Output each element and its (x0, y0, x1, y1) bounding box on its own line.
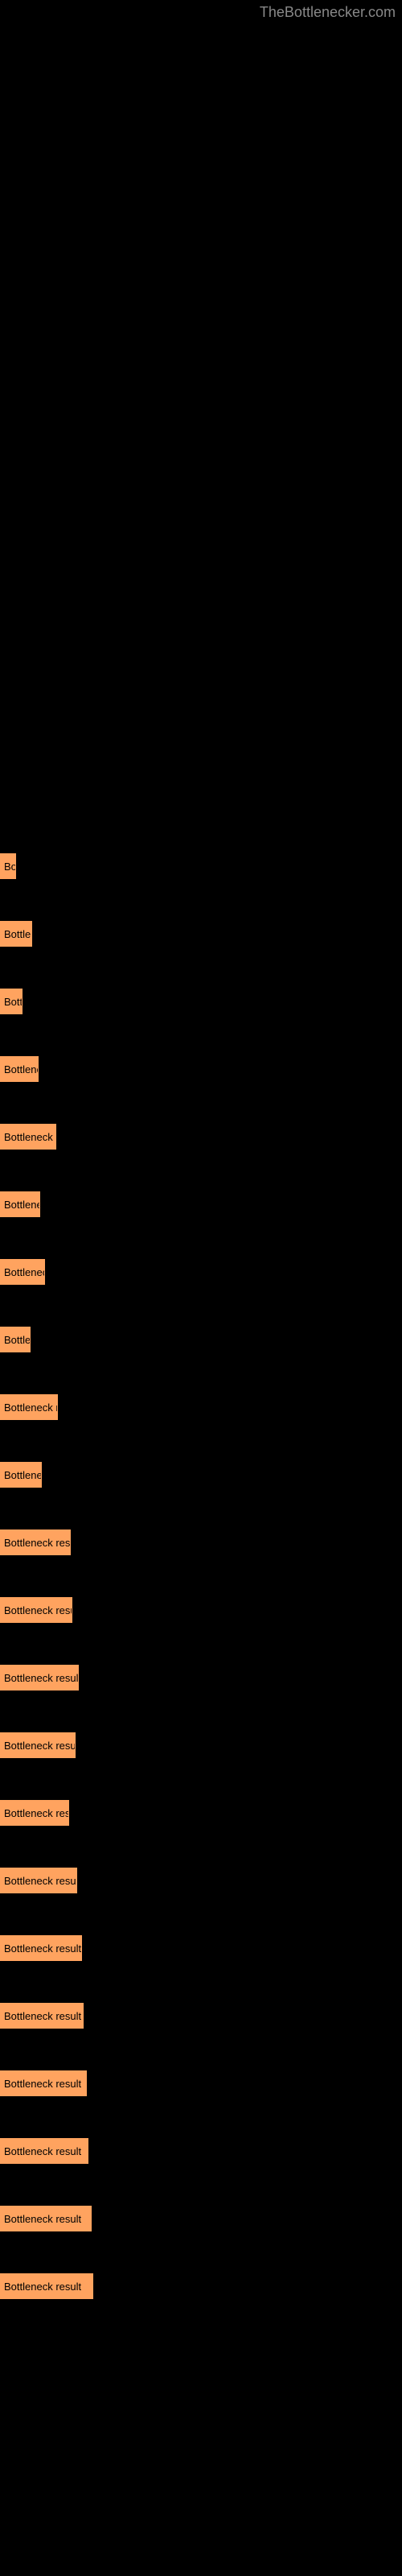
bar-label: Bottleneck resu (4, 1807, 68, 1819)
bar-label: Bottlene (4, 928, 31, 940)
bar-row: Bottleneck result (0, 1732, 402, 1758)
bar-row: Bottleneck re (0, 1394, 402, 1420)
bar-label: Bottleneck result (4, 2078, 81, 2090)
bar-row: Bottleneck result (0, 1665, 402, 1690)
bar-label: Bottleneck result (4, 1537, 70, 1549)
bar-row: Bottler (0, 1327, 402, 1352)
bar-label: Bottleneck result (4, 1604, 72, 1616)
bar-19: Bottleneck result (0, 2138, 88, 2164)
bar-16: Bottleneck result (0, 1935, 82, 1961)
bar-row: Bottleneck result (0, 1597, 402, 1623)
bar-row: Bottlene (0, 921, 402, 947)
bar-row: Bottleneck result (0, 1935, 402, 1961)
bar-label: Bottleneck result (4, 1942, 81, 1955)
bar-13: Bottleneck result (0, 1732, 76, 1758)
bar-8: Bottleneck re (0, 1394, 58, 1420)
bar-6: Bottleneck (0, 1259, 45, 1285)
bar-row: Bottleneck (0, 1259, 402, 1285)
bar-row: Bott (0, 989, 402, 1014)
bar-15: Bottleneck result (0, 1868, 77, 1893)
bar-row: Bottlenec (0, 1191, 402, 1217)
bar-row: Bottleneck result (0, 2003, 402, 2029)
bar-label: Bottlenec (4, 1469, 41, 1481)
bar-label: Bott (4, 996, 22, 1008)
bar-label: Bottleneck result (4, 2281, 81, 2293)
bar-label: Bottleneck result (4, 2010, 81, 2022)
bar-label: Bottlenec (4, 1063, 38, 1075)
bar-7: Bottler (0, 1327, 31, 1352)
bar-0: Bo (0, 853, 16, 879)
bar-14: Bottleneck resu (0, 1800, 69, 1826)
bar-chart: Bo Bottlene Bott Bottlenec Bottleneck r … (0, 0, 402, 2373)
bar-row: Bo (0, 853, 402, 879)
bar-1: Bottlene (0, 921, 32, 947)
bar-row: Bottlenec (0, 1056, 402, 1082)
bar-label: Bottleneck re (4, 1402, 57, 1414)
bar-21: Bottleneck result (0, 2273, 93, 2299)
bar-row: Bottleneck r (0, 1124, 402, 1150)
bar-12: Bottleneck result (0, 1665, 79, 1690)
bar-5: Bottlenec (0, 1191, 40, 1217)
bar-row: Bottleneck result (0, 2206, 402, 2231)
watermark: TheBottlenecker.com (260, 4, 396, 21)
bar-20: Bottleneck result (0, 2206, 92, 2231)
bar-10: Bottleneck result (0, 1530, 71, 1555)
bar-row: Bottleneck result (0, 1868, 402, 1893)
bar-row: Bottleneck result (0, 2138, 402, 2164)
bar-label: Bottleneck result (4, 1672, 78, 1684)
bar-3: Bottlenec (0, 1056, 39, 1082)
bar-row: Bottlenec (0, 1462, 402, 1488)
bar-label: Bottleneck result (4, 1875, 76, 1887)
bar-label: Bottleneck result (4, 2145, 81, 2157)
bar-label: Bottlenec (4, 1199, 39, 1211)
bar-row: Bottleneck resu (0, 1800, 402, 1826)
bar-label: Bottleneck r (4, 1131, 55, 1143)
bar-2: Bott (0, 989, 23, 1014)
bar-18: Bottleneck result (0, 2070, 87, 2096)
bar-label: Bottler (4, 1334, 30, 1346)
bar-label: Bottleneck result (4, 2213, 81, 2225)
bar-label: Bo (4, 861, 15, 873)
bar-17: Bottleneck result (0, 2003, 84, 2029)
bar-row: Bottleneck result (0, 2070, 402, 2096)
bar-row: Bottleneck result (0, 2273, 402, 2299)
bar-4: Bottleneck r (0, 1124, 56, 1150)
bar-9: Bottlenec (0, 1462, 42, 1488)
bar-label: Bottleneck (4, 1266, 44, 1278)
bar-11: Bottleneck result (0, 1597, 72, 1623)
bar-label: Bottleneck result (4, 1740, 75, 1752)
bar-row: Bottleneck result (0, 1530, 402, 1555)
